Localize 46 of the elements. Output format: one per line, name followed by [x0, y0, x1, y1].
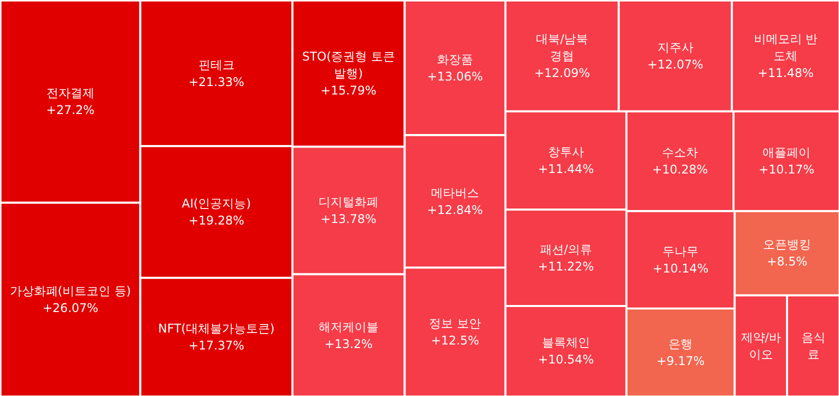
- category-label: 은행: [668, 336, 693, 351]
- category-label: 패션/의류: [540, 242, 592, 256]
- data-label: +12.09%: [534, 66, 590, 80]
- data-label: +9.17%: [656, 354, 705, 368]
- data-label: +11.44%: [538, 162, 594, 176]
- data-label: +11.48%: [758, 66, 814, 80]
- data-label: +10.28%: [652, 162, 708, 177]
- data-label: +19.28%: [188, 214, 244, 228]
- category-label: 해저케이블: [318, 320, 379, 334]
- category-label: 음식 료: [801, 330, 826, 362]
- category-label: 디지털화폐: [318, 194, 379, 209]
- data-label: +26.07%: [42, 301, 98, 316]
- category-label: 지주사: [657, 40, 694, 54]
- category-label: 화장품: [437, 52, 474, 66]
- category-label: 두나무: [662, 244, 699, 258]
- data-label: +12.84%: [427, 202, 483, 217]
- category-label: 창투사: [548, 144, 584, 159]
- data-label: +8.5%: [766, 254, 808, 269]
- data-label: +10.17%: [758, 162, 814, 177]
- category-label: 블록체인: [542, 336, 590, 350]
- category-label: 정보 보안: [429, 316, 481, 331]
- data-label: +13.78%: [320, 212, 376, 226]
- data-label: +13.06%: [427, 69, 483, 84]
- category-label: 수소차: [662, 146, 698, 160]
- category-label: 가상화폐(비트코인 등): [10, 284, 131, 298]
- category-label: 애플페이: [762, 146, 811, 160]
- category-label: 전자결제: [46, 86, 94, 100]
- data-label: +17.37%: [188, 338, 244, 353]
- category-label: 제약/바 이오: [740, 330, 781, 362]
- data-label: +13.2%: [324, 336, 373, 351]
- category-label: NFT(대체불가능토큰): [158, 322, 275, 336]
- data-label: +11.22%: [538, 259, 594, 274]
- category-label: 메타버스: [431, 186, 480, 200]
- category-label: 대북/남북 경협: [536, 32, 588, 63]
- category-label: STO(증권형 토큰 발행): [302, 50, 396, 81]
- category-label: AI(인공지능): [182, 196, 251, 211]
- category-label: 비메모리 반 도체: [754, 32, 818, 63]
- category-label: 핀테크: [198, 58, 234, 72]
- data-label: +12.5%: [430, 334, 480, 348]
- data-label: +27.2%: [46, 103, 94, 118]
- data-label: +10.54%: [538, 352, 594, 367]
- data-label: +12.07%: [647, 57, 704, 72]
- data-label: +21.33%: [188, 74, 244, 89]
- data-label: +15.79%: [320, 84, 376, 98]
- data-label: +10.14%: [652, 261, 708, 276]
- category-label: 오픈뱅킹: [763, 238, 812, 252]
